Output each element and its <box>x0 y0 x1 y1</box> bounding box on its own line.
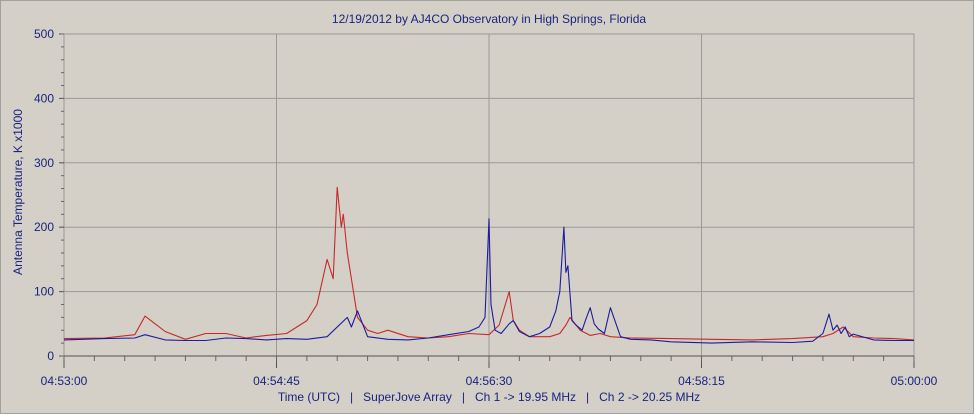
chart-title: 12/19/2012 by AJ4CO Observatory in High … <box>332 12 646 26</box>
x-tick-label: 04:58:15 <box>678 374 725 388</box>
x-tick-label: 04:53:00 <box>41 374 88 388</box>
series-group <box>63 186 915 344</box>
series-line-ch1 <box>63 218 914 344</box>
x-tick-label: 04:56:30 <box>466 374 513 388</box>
x-tick-label: 04:54:45 <box>253 374 300 388</box>
y-tick-label: 0 <box>47 349 54 363</box>
grid-lines <box>63 33 915 357</box>
y-tick-label: 200 <box>34 220 54 234</box>
x-tick-label: 05:00:00 <box>891 374 938 388</box>
axes: 0 100 200 300 400 500 04:53:00 04:54:45 04:56:30… <box>34 27 938 388</box>
y-tick-label: 400 <box>34 91 54 105</box>
x-axis-label: Time (UTC) | SuperJove Array | Ch 1 -> 1… <box>278 390 700 404</box>
y-tick-label: 100 <box>34 285 54 299</box>
series-line-ch2 <box>63 186 915 341</box>
y-tick-label: 500 <box>34 27 54 41</box>
y-axis-label: Antenna Temperature, K x1000 <box>11 109 25 275</box>
y-tick-label: 300 <box>34 156 54 170</box>
